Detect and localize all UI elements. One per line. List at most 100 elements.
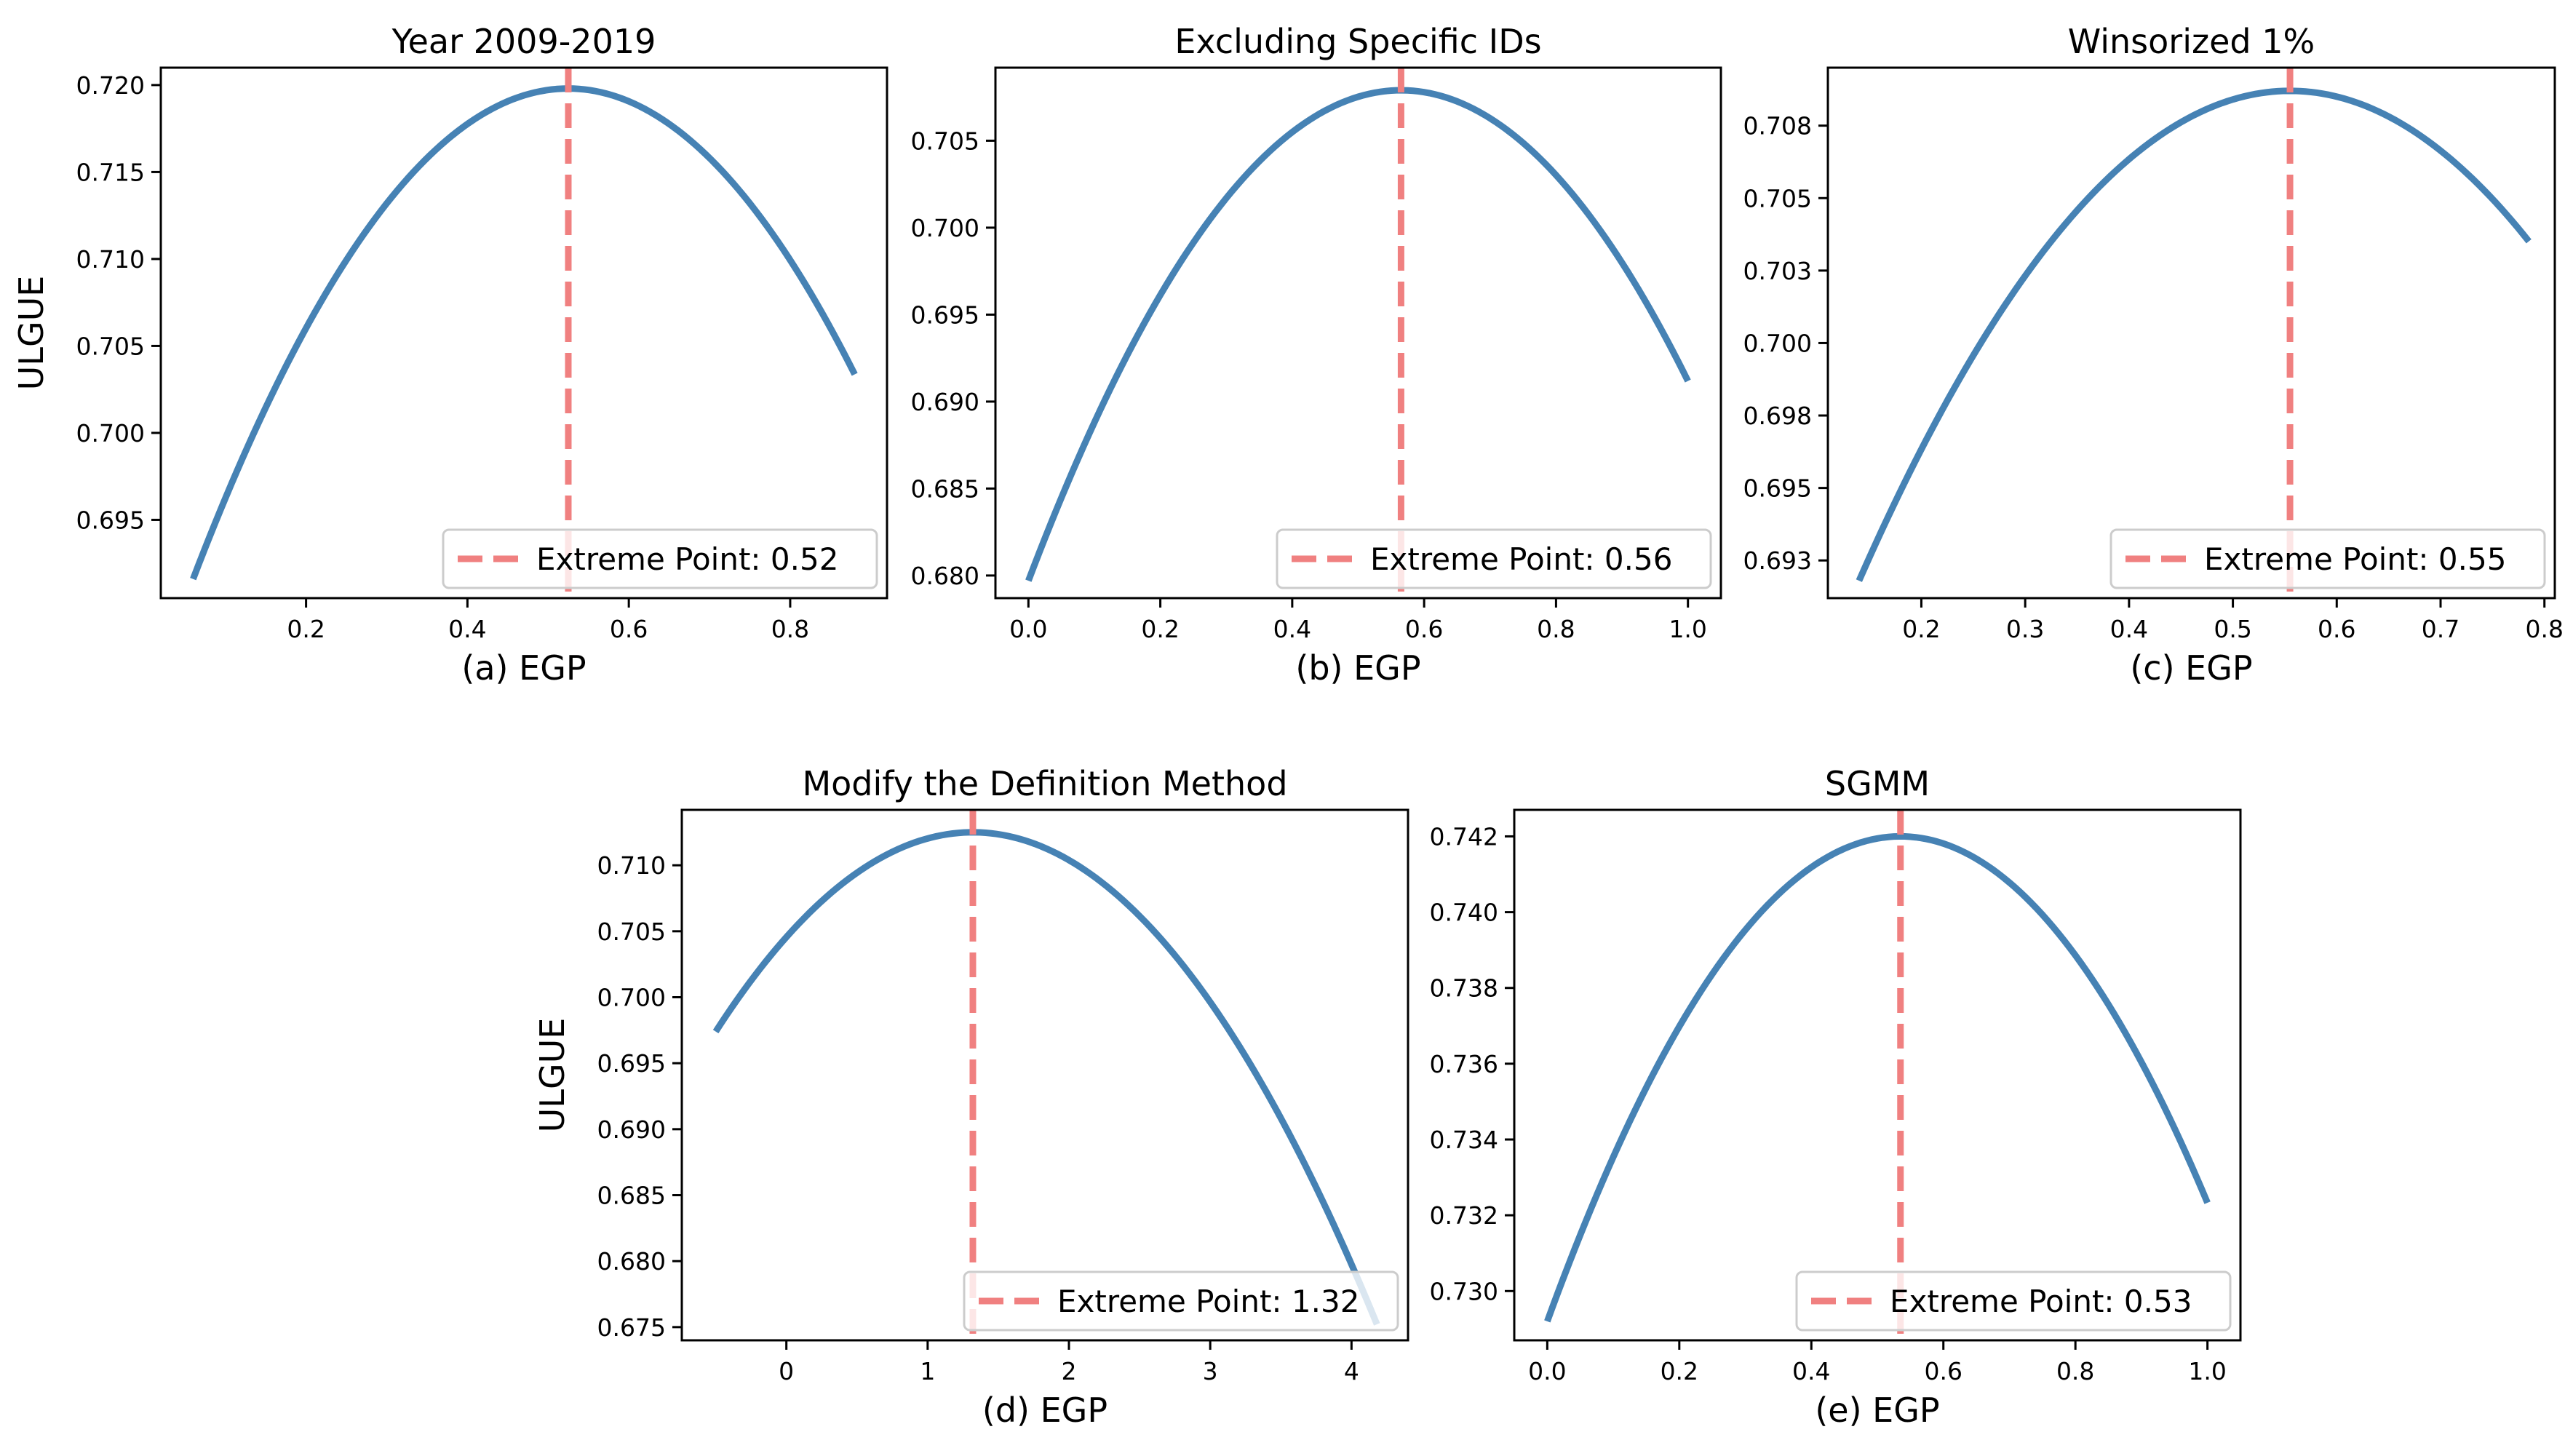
- y-tick-label: 0.705: [1743, 184, 1812, 212]
- legend-label: Extreme Point: 0.52: [536, 541, 838, 577]
- legend-label: Extreme Point: 0.56: [1370, 541, 1672, 577]
- x-tick-label: 1.0: [2188, 1357, 2226, 1385]
- y-tick-label: 0.705: [76, 332, 145, 360]
- y-tick-label: 0.736: [1430, 1050, 1498, 1078]
- x-tick-label: 0.8: [2525, 615, 2563, 643]
- x-axis-label: (b) EGP: [1295, 648, 1420, 688]
- x-tick-label: 0.6: [1924, 1357, 1962, 1385]
- legend: Extreme Point: 1.32: [963, 1270, 1399, 1332]
- y-tick-label: 0.690: [597, 1115, 666, 1144]
- x-axis-label: (e) EGP: [1815, 1391, 1939, 1430]
- y-tick-label: 0.700: [911, 214, 979, 242]
- y-tick-label: 0.705: [597, 918, 666, 946]
- y-tick-label: 0.693: [1743, 546, 1812, 575]
- x-tick-label: 0.2: [287, 615, 325, 643]
- y-tick-label: 0.742: [1430, 822, 1498, 851]
- y-tick-label: 0.690: [911, 388, 979, 416]
- legend: Extreme Point: 0.52: [442, 528, 878, 589]
- x-tick-label: 0.4: [1792, 1357, 1830, 1385]
- x-tick-label: 0.0: [1009, 615, 1047, 643]
- x-tick-label: 1.0: [1669, 615, 1706, 643]
- y-tick-label: 0.680: [597, 1247, 666, 1276]
- axes-frame: [994, 66, 1722, 600]
- series-line: [190, 85, 858, 581]
- y-tick-label: 0.700: [1743, 329, 1812, 357]
- y-tick-label: 0.705: [911, 127, 979, 155]
- legend-label: Extreme Point: 1.32: [1057, 1284, 1359, 1319]
- x-tick-label: 0.2: [1661, 1357, 1698, 1385]
- x-axis-label: (c) EGP: [2130, 648, 2252, 688]
- x-tick-label: 1: [920, 1357, 935, 1385]
- legend: Extreme Point: 0.55: [2109, 528, 2546, 589]
- legend-box: [963, 1270, 1399, 1332]
- x-tick-label: 3: [1203, 1357, 1218, 1385]
- series-line: [1856, 87, 2532, 582]
- y-tick-label: 0.695: [1743, 474, 1812, 503]
- y-tick-label: 0.734: [1430, 1126, 1498, 1154]
- series-line: [712, 829, 1380, 1326]
- y-tick-label: 0.732: [1430, 1201, 1498, 1230]
- legend-box: [1276, 528, 1712, 589]
- y-tick-label: 0.730: [1430, 1277, 1498, 1305]
- y-tick-label: 0.703: [1743, 257, 1812, 285]
- legend-box: [442, 528, 878, 589]
- chart-panel-d: 0 1 2 3 4 0.675 0.680 0.685 0.690 0.695 0.700 0.705…: [533, 764, 1409, 1430]
- y-tick-label: 0.680: [911, 562, 979, 590]
- x-tick-label: 0.6: [2318, 615, 2355, 643]
- x-tick-label: 0.3: [2006, 615, 2044, 643]
- chart-title: SGMM: [1825, 764, 1930, 803]
- x-tick-label: 0.4: [1273, 615, 1311, 643]
- y-tick-label: 0.695: [911, 301, 979, 329]
- x-axis-label: (d) EGP: [982, 1391, 1107, 1430]
- y-tick-label: 0.700: [597, 984, 666, 1012]
- legend-label: Extreme Point: 0.53: [1890, 1284, 2192, 1319]
- x-tick-label: 4: [1344, 1357, 1359, 1385]
- x-tick-label: 0.8: [1537, 615, 1575, 643]
- x-tick-label: 0.8: [2056, 1357, 2094, 1385]
- y-tick-label: 0.720: [76, 71, 145, 100]
- axes-frame: [1826, 66, 2556, 600]
- x-tick-label: 0.4: [448, 615, 486, 643]
- y-tick-label: 0.695: [597, 1049, 666, 1078]
- y-tick-label: 0.698: [1743, 402, 1812, 430]
- y-axis-label: ULGUE: [12, 276, 51, 391]
- y-tick-label: 0.710: [76, 245, 145, 274]
- legend: Extreme Point: 0.53: [1795, 1270, 2232, 1332]
- series-line: [1025, 87, 1691, 582]
- x-tick-label: 0.6: [1405, 615, 1443, 643]
- x-tick-label: 0.5: [2214, 615, 2251, 643]
- y-tick-label: 0.685: [597, 1182, 666, 1210]
- legend-label: Extreme Point: 0.55: [2204, 541, 2506, 577]
- x-tick-label: 0.4: [2110, 615, 2148, 643]
- chart-title: Winsorized 1%: [2068, 22, 2315, 61]
- axes-frame: [1513, 808, 2242, 1342]
- y-tick-label: 0.738: [1430, 974, 1498, 1003]
- y-tick-label: 0.708: [1743, 112, 1812, 140]
- axes-frame: [159, 66, 888, 600]
- x-tick-label: 0.8: [771, 615, 809, 643]
- y-tick-label: 0.740: [1430, 899, 1498, 927]
- x-tick-label: 0: [779, 1357, 794, 1385]
- x-tick-label: 0.2: [1902, 615, 1940, 643]
- chart-panel-b: 0.0 0.2 0.4 0.6 0.8 1.0 0.680 0.685 0.690 0.695 0.…: [911, 22, 1722, 688]
- chart-title: Year 2009-2019: [391, 22, 656, 61]
- y-tick-label: 0.700: [76, 419, 145, 447]
- series-line: [1544, 832, 2211, 1323]
- y-axis-label: ULGUE: [533, 1018, 572, 1133]
- y-tick-label: 0.710: [597, 851, 666, 880]
- chart-panel-c: 0.2 0.3 0.4 0.5 0.6 0.7 0.8 0.693 0.695 0.698 0.70…: [1743, 22, 2564, 688]
- x-tick-label: 0.7: [2422, 615, 2459, 643]
- y-tick-label: 0.695: [76, 506, 145, 534]
- legend-box: [1795, 1270, 2232, 1332]
- chart-title: Excluding Specific IDs: [1174, 22, 1541, 61]
- x-axis-label: (a) EGP: [461, 648, 586, 688]
- y-tick-label: 0.675: [597, 1313, 666, 1342]
- legend: Extreme Point: 0.56: [1276, 528, 1712, 589]
- legend-box: [2109, 528, 2546, 589]
- x-tick-label: 0.6: [610, 615, 648, 643]
- y-tick-label: 0.715: [76, 158, 145, 186]
- x-tick-label: 0.2: [1141, 615, 1179, 643]
- x-tick-label: 0.0: [1528, 1357, 1566, 1385]
- chart-title: Modify the Definition Method: [802, 764, 1287, 803]
